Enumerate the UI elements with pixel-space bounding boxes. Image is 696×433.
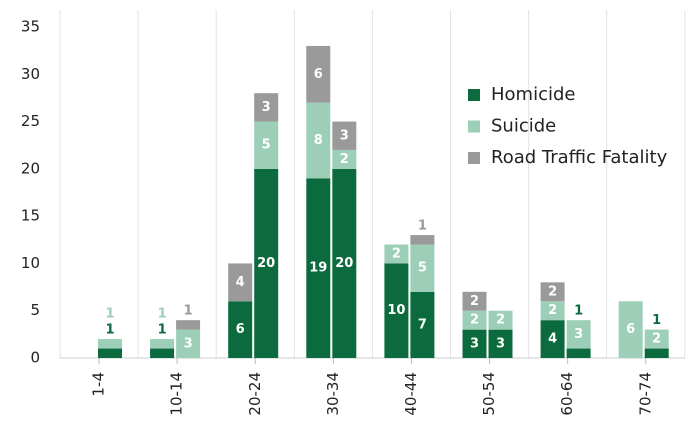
legend-swatch <box>468 89 480 101</box>
bar-segment <box>332 168 357 358</box>
data-label: 4 <box>236 275 245 290</box>
data-label: 5 <box>262 138 271 153</box>
y-tick-label: 35 <box>21 18 40 36</box>
data-label: 1 <box>574 304 583 319</box>
legend-swatch <box>468 152 480 164</box>
data-label: 20 <box>257 256 275 271</box>
bar-segment <box>566 320 591 349</box>
data-label: 3 <box>184 336 193 351</box>
bar-segment <box>228 263 253 302</box>
bar-segment <box>176 320 201 330</box>
data-label: 6 <box>236 322 245 337</box>
bar-segment <box>488 329 513 358</box>
legend-label: Suicide <box>491 116 556 137</box>
data-label: 1 <box>158 323 167 338</box>
data-label: 5 <box>418 261 427 276</box>
bar-segment <box>306 178 331 358</box>
y-tick-label: 30 <box>21 65 40 83</box>
bar-segment <box>384 263 409 358</box>
bar-segment <box>254 93 279 122</box>
data-label: 7 <box>418 317 427 332</box>
data-label: 3 <box>470 336 479 351</box>
data-label: 3 <box>496 336 505 351</box>
bar-segment <box>540 320 565 358</box>
bar-segment <box>150 348 175 358</box>
data-label: 2 <box>470 313 479 328</box>
data-label: 6 <box>314 67 323 82</box>
x-tick-label: 20-24 <box>246 372 264 416</box>
x-tick-label: 40-44 <box>402 372 420 416</box>
bar-segment <box>462 310 487 330</box>
x-tick-label: 70-74 <box>636 372 654 416</box>
bar-segment <box>332 121 357 150</box>
data-label: 19 <box>309 261 327 276</box>
bar-segment <box>98 348 122 358</box>
data-label: 2 <box>340 152 349 167</box>
bar-segment <box>332 149 357 169</box>
data-label: 1 <box>105 307 114 322</box>
data-label: 1 <box>105 323 114 338</box>
bar-segment <box>566 348 591 358</box>
bar-segment <box>410 235 435 245</box>
bar-segment <box>618 301 643 358</box>
bar-segment <box>540 301 565 321</box>
data-label: 2 <box>548 303 557 318</box>
data-label: 1 <box>418 219 427 234</box>
data-label: 4 <box>548 332 557 347</box>
bar-segment <box>462 291 487 311</box>
data-label: 2 <box>470 294 479 309</box>
bar-segment <box>462 329 487 358</box>
x-tick-label: 60-64 <box>558 372 576 416</box>
bar-segment <box>644 348 669 358</box>
bar-segment <box>644 329 669 349</box>
y-tick-label: 10 <box>21 254 40 272</box>
data-label: 20 <box>335 256 353 271</box>
x-tick-label: 50-54 <box>480 372 498 416</box>
bar-segment <box>150 339 175 349</box>
bar-segment <box>488 310 513 330</box>
data-label: 1 <box>158 307 167 322</box>
x-tick-label: 30-34 <box>324 372 342 416</box>
data-label: 3 <box>574 327 583 342</box>
bar-segment <box>306 45 331 103</box>
bar-segment <box>98 339 122 349</box>
y-tick-label: 0 <box>30 349 40 367</box>
data-label: 3 <box>340 128 349 143</box>
bar-segment <box>410 291 435 358</box>
data-label: 1 <box>652 313 661 328</box>
y-tick-label: 25 <box>21 112 40 130</box>
data-label: 2 <box>392 246 401 261</box>
y-tick-label: 5 <box>30 301 40 319</box>
y-tick-label: 20 <box>21 159 40 177</box>
x-tick-label: 10-14 <box>168 372 186 416</box>
bar-segment <box>228 301 253 358</box>
legend-label: Road Traffic Fatality <box>491 147 668 168</box>
data-label: 2 <box>496 313 505 328</box>
data-label: 6 <box>626 322 635 337</box>
bar-segment <box>410 244 435 292</box>
bar-segment <box>254 121 279 169</box>
legend-label: Homicide <box>491 84 575 105</box>
data-label: 3 <box>262 100 271 115</box>
data-label: 2 <box>548 284 557 299</box>
bar-segment <box>254 168 279 358</box>
bar-segment <box>540 282 565 302</box>
data-label: 8 <box>314 133 323 148</box>
x-tick-label: 1-4 <box>90 372 108 397</box>
data-label: 2 <box>652 332 661 347</box>
legend-swatch <box>468 120 480 133</box>
bar-segment <box>306 102 331 179</box>
bar-segment <box>384 244 409 264</box>
data-label: 10 <box>387 303 405 318</box>
bar-segment <box>176 329 201 358</box>
y-tick-label: 15 <box>21 207 40 225</box>
data-label: 1 <box>184 304 193 319</box>
